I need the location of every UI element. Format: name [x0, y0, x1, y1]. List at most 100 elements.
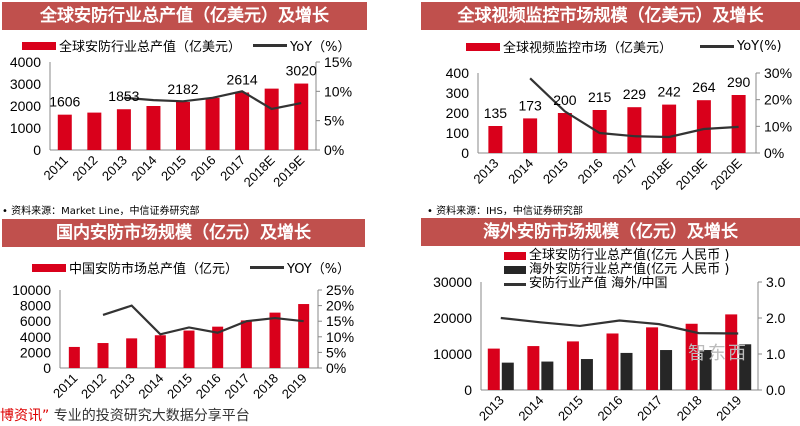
bar: [488, 126, 503, 153]
y2-tick-label: 0%: [764, 145, 784, 161]
bar: [176, 101, 190, 150]
y-tick-label: 10000: [12, 282, 51, 298]
chart3-title: 国内安防市场规模（亿元）及增长: [2, 219, 365, 247]
data-label: 264: [692, 79, 716, 95]
y2-tick-label: 0%: [324, 142, 344, 158]
y2-tick-label: 25%: [326, 282, 354, 298]
source-text: 资料来源：Market Line，中信证券研究部: [11, 206, 200, 217]
y-tick-label: 200: [446, 105, 470, 121]
bar: [294, 83, 309, 150]
data-label: 1853: [108, 88, 139, 104]
legend-line-swatch: [700, 45, 735, 48]
y2-tick-label: 2.0: [766, 310, 786, 326]
bar: [205, 97, 220, 150]
bar: [699, 350, 712, 390]
legend-label: YoY（%）: [290, 40, 351, 55]
legend-label: 全球视频监控市场（亿美元）: [503, 41, 673, 56]
x-tick-label: 2015: [164, 371, 195, 402]
x-tick-label: 2015: [555, 393, 586, 424]
y2-tick-label: 15%: [326, 313, 354, 329]
legend-label: 海外安防行业总产值(亿元 人民币 ): [529, 262, 730, 277]
y2-tick-label: 5%: [326, 344, 346, 360]
x-tick-label: 2017: [634, 393, 665, 424]
y2-tick-label: 0%: [326, 360, 346, 376]
bar: [580, 359, 593, 390]
data-label: 215: [588, 89, 612, 105]
y-tick-label: 400: [446, 65, 470, 81]
bar: [212, 326, 224, 368]
x-tick-label: 2013: [470, 156, 501, 187]
bar: [240, 320, 252, 368]
chart4-title: 海外安防市场规模（亿元）及增长: [421, 218, 800, 246]
y-tick-label: 6000: [20, 313, 51, 329]
x-tick-label: 2013: [476, 393, 507, 424]
bar: [57, 114, 72, 150]
y-tick-label: 2000: [20, 344, 51, 360]
y2-tick-label: 20%: [326, 298, 354, 314]
yoy-line: [500, 316, 739, 335]
watermark-text: 博资讯” 专业的投资研究大数据分享平台: [0, 408, 250, 425]
x-tick-label: 2016: [193, 371, 224, 402]
legend-line-swatch: [250, 266, 285, 269]
watermark-body: 专业的投资研究大数据分享平台: [53, 408, 250, 424]
yoy-line: [102, 304, 304, 336]
x-tick-label: 2016: [188, 153, 219, 184]
x-tick-label: 2012: [69, 153, 100, 184]
x-tick-label: 2013: [99, 153, 130, 184]
data-label: 2182: [167, 81, 198, 97]
y-tick-label: 10000: [433, 346, 472, 362]
bar: [731, 95, 746, 153]
chart3-legend: 中国安防市场总产值（亿元） YOY（%）: [32, 258, 350, 277]
x-tick-label: 2018E: [638, 155, 675, 192]
x-tick-label: 2019E: [270, 152, 307, 189]
bar: [739, 344, 752, 390]
legend-line-swatch: [504, 282, 526, 286]
x-tick-label: 2011: [50, 371, 80, 401]
watermark-logo: 智东西: [688, 343, 748, 364]
bar: [97, 343, 109, 368]
bar: [116, 109, 131, 150]
bar: [487, 348, 500, 390]
y-tick-label: 0: [461, 145, 469, 161]
data-label: 242: [657, 84, 681, 100]
bar: [154, 335, 166, 368]
bar: [126, 338, 138, 368]
y2-tick-label: 15%: [324, 54, 352, 70]
y2-tick-label: 10%: [764, 118, 792, 134]
y-tick-label: 2000: [10, 98, 41, 114]
y-tick-label: 8000: [20, 298, 51, 314]
legend-label: 全球安防行业总产值（亿美元）: [59, 40, 242, 55]
bar: [501, 362, 514, 390]
y-tick-label: 0: [33, 142, 41, 158]
y2-tick-label: 0.0: [766, 382, 786, 398]
y-tick-label: 0: [43, 360, 51, 376]
chart4-legend: 全球安防行业总产值(亿元 人民币 ) 海外安防行业总产值(亿元 人民币 ) 安防…: [504, 249, 729, 291]
x-tick-label: 2020E: [708, 155, 745, 192]
y-tick-label: 1000: [10, 120, 41, 136]
y2-tick-label: 10%: [324, 83, 352, 99]
data-label: 2614: [227, 71, 258, 87]
data-label: 1606: [49, 94, 80, 110]
bar: [264, 88, 279, 150]
x-tick-label: 2013: [107, 371, 138, 402]
data-label: 290: [727, 74, 751, 90]
x-tick-label: 2019: [713, 393, 744, 424]
y-tick-label: 3000: [10, 76, 41, 92]
chart1-source: • 资料来源：Market Line，中信证券研究部: [2, 206, 200, 217]
bar: [620, 352, 633, 390]
y2-tick-label: 3.0: [766, 274, 786, 290]
bar: [660, 350, 673, 390]
bar: [696, 100, 711, 153]
legend-bar-swatch: [504, 266, 526, 274]
legend-bar-swatch: [32, 263, 66, 272]
x-tick-label: 2011: [41, 153, 71, 183]
yoy-line: [123, 90, 302, 111]
y-tick-label: 20000: [433, 310, 472, 326]
x-tick-label: 2016: [575, 156, 606, 187]
data-label: 173: [518, 97, 542, 113]
x-tick-label: 2016: [595, 393, 626, 424]
data-label: 135: [484, 105, 508, 121]
bar: [87, 112, 102, 150]
bar: [541, 361, 554, 390]
legend-label: YOY（%）: [287, 262, 351, 277]
